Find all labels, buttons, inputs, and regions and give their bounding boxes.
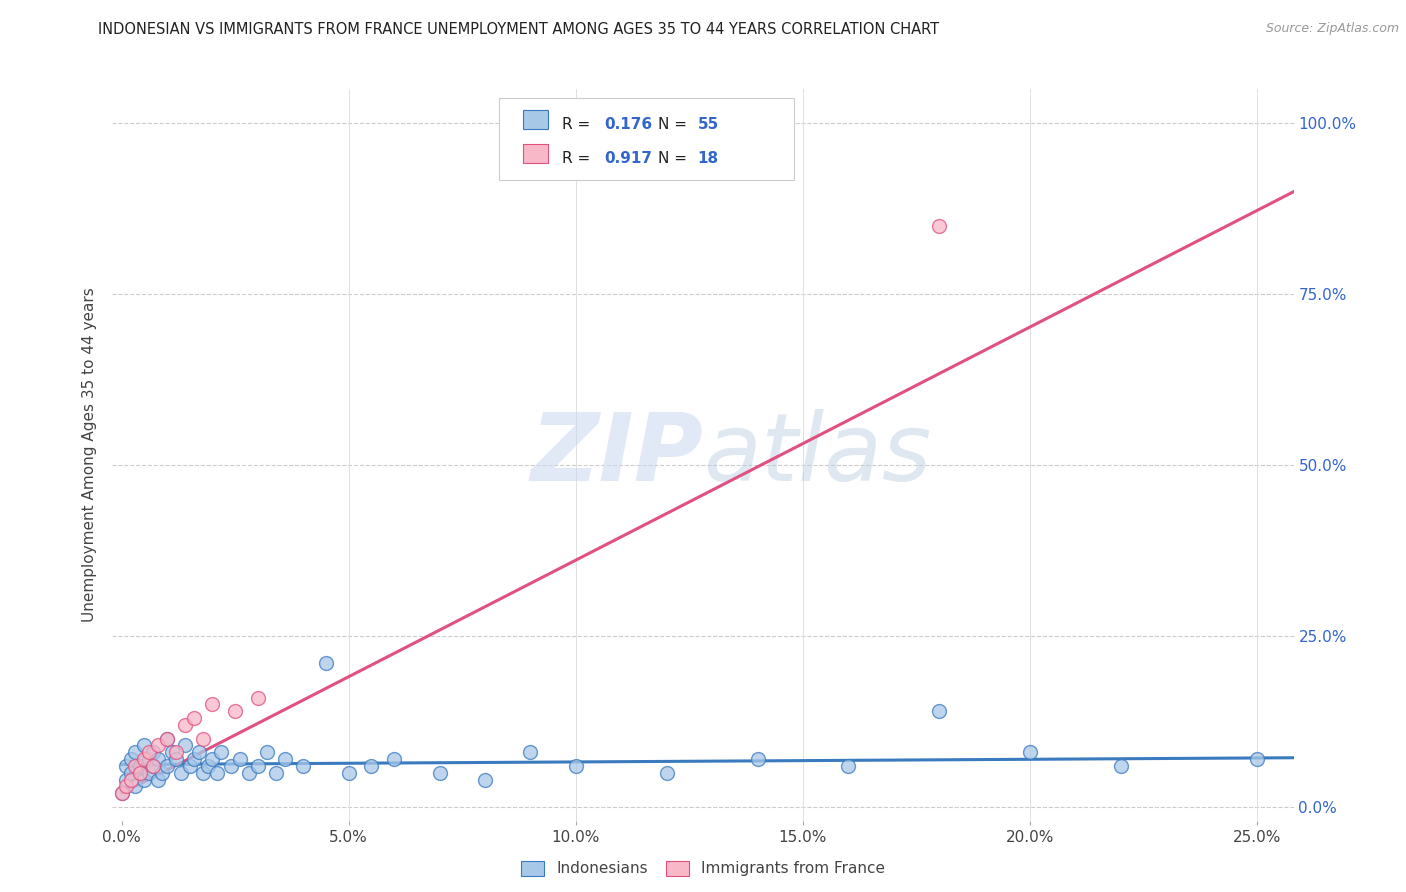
Point — [128, 765, 150, 780]
Point — [138, 765, 160, 780]
Point — [197, 759, 219, 773]
Y-axis label: Unemployment Among Ages 35 to 44 years: Unemployment Among Ages 35 to 44 years — [82, 287, 97, 623]
Point — [115, 780, 138, 794]
Point — [246, 690, 269, 705]
Point — [183, 711, 205, 725]
Point — [134, 772, 156, 787]
Point — [156, 731, 179, 746]
Point — [174, 739, 197, 753]
Point — [1246, 752, 1268, 766]
Point — [142, 745, 165, 759]
Point — [201, 752, 224, 766]
Point — [124, 780, 146, 794]
Point — [110, 786, 132, 800]
Point — [292, 759, 315, 773]
Point — [264, 765, 287, 780]
Point — [205, 765, 228, 780]
Point — [246, 759, 269, 773]
Text: ZIP: ZIP — [530, 409, 703, 501]
Point — [146, 772, 169, 787]
Point — [115, 772, 138, 787]
Point — [837, 759, 859, 773]
Text: N =: N = — [658, 151, 692, 166]
Point — [156, 759, 179, 773]
Point — [110, 786, 132, 800]
Point — [146, 739, 169, 753]
Point — [152, 765, 174, 780]
Point — [115, 759, 138, 773]
Text: R =: R = — [562, 151, 596, 166]
Text: R =: R = — [562, 117, 596, 132]
Point — [146, 752, 169, 766]
Point — [274, 752, 297, 766]
Point — [360, 759, 382, 773]
Point — [429, 765, 451, 780]
Text: 18: 18 — [697, 151, 718, 166]
Text: 0.917: 0.917 — [605, 151, 652, 166]
Point — [179, 759, 201, 773]
Point — [224, 704, 246, 718]
Point — [256, 745, 278, 759]
Point — [120, 752, 142, 766]
Point — [142, 759, 165, 773]
Point — [928, 704, 950, 718]
Point — [211, 745, 233, 759]
Point — [165, 752, 187, 766]
Point — [128, 759, 150, 773]
Point — [747, 752, 769, 766]
Text: Source: ZipAtlas.com: Source: ZipAtlas.com — [1265, 22, 1399, 36]
Point — [142, 759, 165, 773]
Point — [928, 219, 950, 233]
Point — [120, 772, 142, 787]
Point — [315, 657, 337, 671]
Point — [1019, 745, 1042, 759]
Point — [519, 745, 541, 759]
Point — [228, 752, 250, 766]
Point — [474, 772, 496, 787]
Point — [134, 752, 156, 766]
Point — [120, 765, 142, 780]
Legend: Indonesians, Immigrants from France: Indonesians, Immigrants from France — [515, 855, 891, 882]
Point — [219, 759, 242, 773]
Point — [128, 765, 150, 780]
Point — [174, 718, 197, 732]
Point — [655, 765, 678, 780]
Point — [124, 745, 146, 759]
Point — [156, 731, 179, 746]
Point — [134, 739, 156, 753]
Point — [138, 752, 160, 766]
Point — [124, 759, 146, 773]
Point — [565, 759, 588, 773]
Text: N =: N = — [658, 117, 692, 132]
Text: 55: 55 — [697, 117, 718, 132]
Text: atlas: atlas — [703, 409, 931, 500]
Point — [138, 745, 160, 759]
Point — [238, 765, 260, 780]
Point — [169, 765, 191, 780]
Text: 0.176: 0.176 — [605, 117, 652, 132]
Point — [201, 698, 224, 712]
Point — [382, 752, 405, 766]
Point — [1109, 759, 1132, 773]
Point — [165, 745, 187, 759]
Text: INDONESIAN VS IMMIGRANTS FROM FRANCE UNEMPLOYMENT AMONG AGES 35 TO 44 YEARS CORR: INDONESIAN VS IMMIGRANTS FROM FRANCE UNE… — [98, 22, 939, 37]
Point — [193, 765, 215, 780]
Point — [193, 731, 215, 746]
Point — [160, 745, 183, 759]
Point — [337, 765, 360, 780]
Point — [187, 745, 209, 759]
Point — [183, 752, 205, 766]
